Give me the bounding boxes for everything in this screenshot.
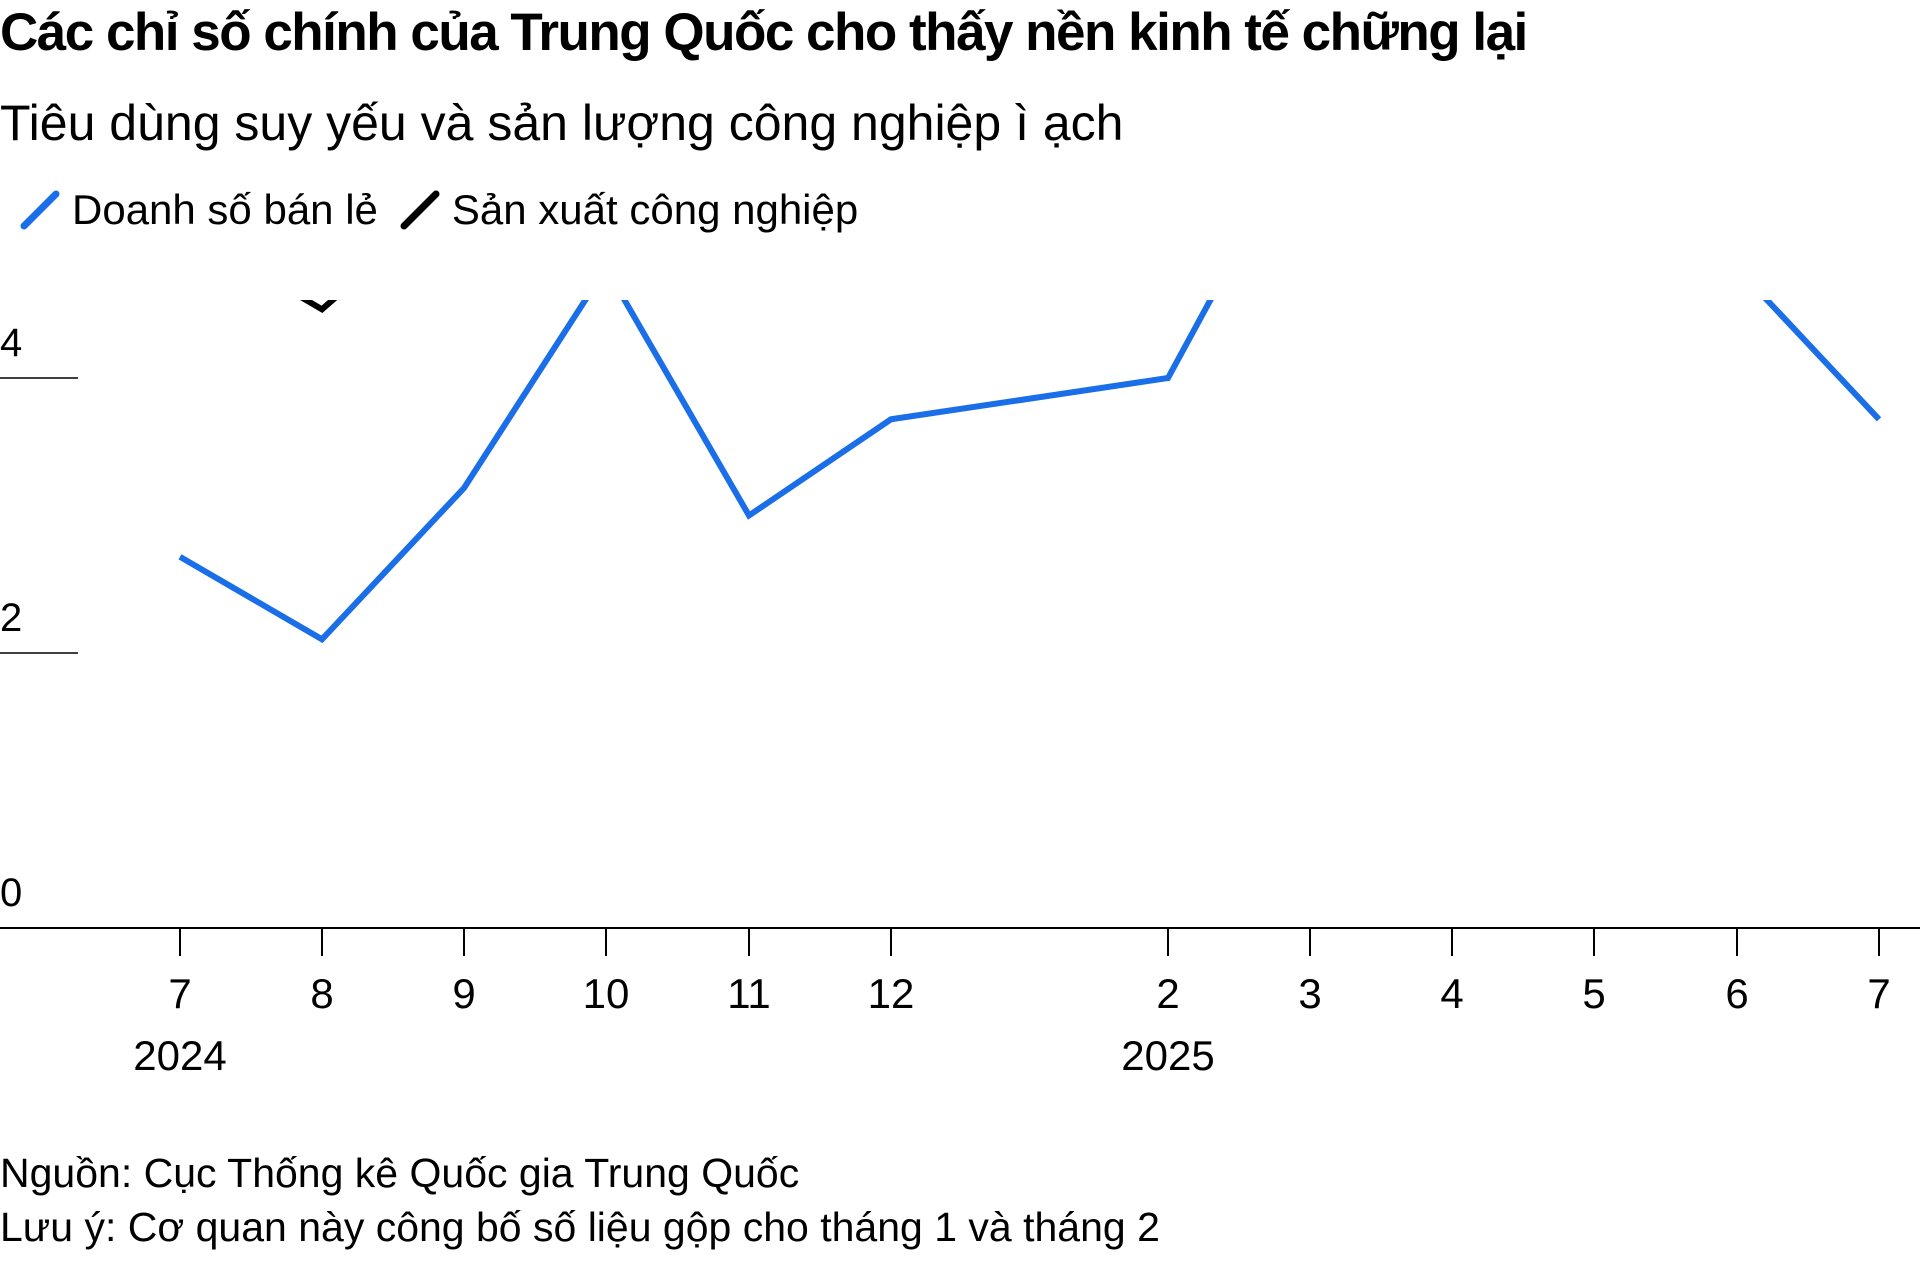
legend-swatch-retail <box>20 190 60 230</box>
source-note: Nguồn: Cục Thống kê Quốc gia Trung Quốc <box>0 1150 800 1196</box>
x-tick-label: 12 <box>868 970 915 1017</box>
x-tick-label: 4 <box>1440 970 1463 1017</box>
legend-label-industrial: Sản xuất công nghiệp <box>451 186 859 233</box>
legend-label-retail: Doanh số bán lẻ <box>72 186 378 233</box>
x-tick-label: 3 <box>1298 970 1321 1017</box>
legend-item-retail: Doanh số bán lẻ <box>18 186 378 234</box>
x-tick-label: 7 <box>168 970 191 1017</box>
x-tick-label: 10 <box>583 970 630 1017</box>
x-tick-label: 2 <box>1156 970 1179 1017</box>
year-label: 2025 <box>1121 1032 1214 1079</box>
x-axis: 7 8 9 10 11 12 2 3 4 5 6 7 2024 2025 <box>0 927 1920 1079</box>
chart-title: Các chỉ số chính của Trung Quốc cho thấy… <box>0 3 1528 62</box>
y-tick-label: 0 <box>0 871 22 915</box>
legend-item-industrial: Sản xuất công nghiệp <box>398 186 858 234</box>
legend-swatch-industrial <box>400 190 440 230</box>
legend: Doanh số bán lẻ Sản xuất công nghiệp <box>18 186 878 234</box>
chart-subtitle: Tiêu dùng suy yếu và sản lượng công nghi… <box>0 95 1124 151</box>
x-tick-label: 11 <box>727 970 771 1017</box>
y-gridlines <box>0 377 78 654</box>
year-label: 2024 <box>133 1032 226 1079</box>
x-tick-label: 6 <box>1725 970 1748 1017</box>
series-line-industrial-production <box>300 300 338 313</box>
y-tick-labels: 8% YOY6420 <box>0 321 22 915</box>
x-tick-label: 9 <box>452 970 475 1017</box>
x-tick-label: 8 <box>310 970 333 1017</box>
x-tick-label: 7 <box>1867 970 1890 1017</box>
series-line-retail-sales <box>178 300 1882 644</box>
y-tick-label: 2 <box>0 596 22 640</box>
series-lines <box>178 300 1882 644</box>
y-tick-label: 4 <box>0 321 22 365</box>
x-tick-label: 5 <box>1582 970 1605 1017</box>
footnote: Lưu ý: Cơ quan này công bố số liệu gộp c… <box>0 1204 1160 1250</box>
